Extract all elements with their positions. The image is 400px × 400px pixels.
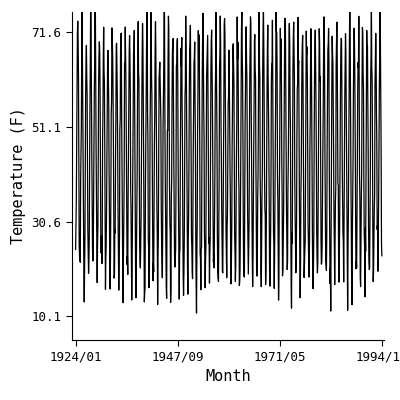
Y-axis label: Temperature (F): Temperature (F) [11,108,26,244]
X-axis label: Month: Month [205,369,251,384]
